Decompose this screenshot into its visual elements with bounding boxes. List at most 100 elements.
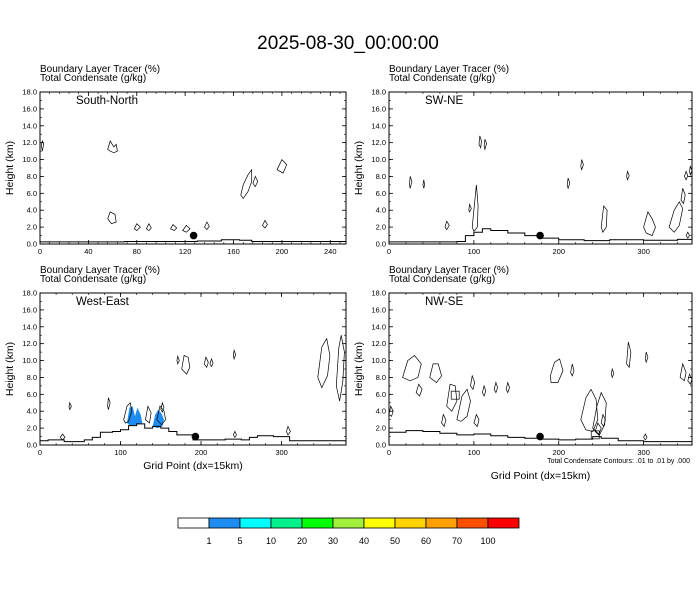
panel-frame: [388, 91, 693, 245]
y-tick-label: 10.0: [371, 356, 386, 365]
panel-title-tracer: Boundary Layer Tracer (%): [40, 265, 160, 276]
x-axis-label: Grid Point (dx=15km): [491, 470, 591, 482]
colorbar-tick-label: 50: [390, 536, 400, 546]
condensate-contour-15: [286, 425, 291, 436]
panels: Boundary Layer Tracer (%)Total Condensat…: [4, 64, 693, 482]
tracer-fill-0: [127, 406, 143, 426]
panel-2: Boundary Layer Tracer (%)Total Condensat…: [4, 265, 347, 472]
condensate-contour-13: [684, 170, 689, 181]
y-tick-label: 2.0: [27, 223, 37, 232]
condensate-contour-14: [592, 391, 607, 436]
panel-label: South-North: [76, 95, 138, 107]
condensate-contour-4: [471, 184, 479, 232]
panel-plot-area: [389, 341, 692, 443]
condensate-contour-11: [262, 219, 268, 229]
y-tick-label: 8.0: [27, 373, 37, 382]
panel-label: NW-SE: [425, 296, 463, 308]
y-tick-label: 10.0: [22, 155, 37, 164]
x-tick-label: 200: [552, 247, 565, 256]
condensate-contour-12: [570, 363, 575, 377]
panel-title-condensate: Total Condensate (g/kg): [40, 274, 146, 285]
condensate-contour-9: [441, 413, 447, 428]
x-tick-label: 80: [133, 247, 141, 256]
condensate-contour-7: [204, 221, 210, 231]
condensate-contour-6: [468, 202, 472, 213]
condensate-contour-1: [429, 363, 442, 383]
colorbar-tick-label: 1: [206, 536, 211, 546]
y-tick-label: 16.0: [22, 104, 37, 113]
condensate-contour-4: [456, 388, 471, 422]
y-tick-label: 4.0: [27, 206, 37, 215]
condensate-contour-16: [600, 413, 606, 428]
panel-plot-area: [40, 335, 346, 443]
panel-title-tracer: Boundary Layer Tracer (%): [40, 64, 160, 75]
condensate-contour-6: [182, 224, 191, 233]
x-tick-label: 0: [387, 247, 391, 256]
y-tick-label: 12.0: [22, 339, 37, 348]
colorbar-swatch-2: [239, 517, 272, 529]
x-tick-label: 0: [387, 448, 391, 457]
y-tick-label: 16.0: [371, 305, 386, 314]
condensate-contour-7: [493, 381, 498, 394]
condensate-contour-21: [687, 373, 692, 385]
condensate-contour-8: [580, 159, 584, 171]
condensate-contour-2: [123, 402, 133, 424]
condensate-contour-11: [668, 201, 684, 233]
condensate-contour-0: [409, 176, 413, 189]
condensate-contour-2: [415, 383, 423, 397]
x-tick-label: 40: [84, 247, 92, 256]
x-tick-label: 160: [227, 247, 240, 256]
condensate-contour-2: [107, 211, 117, 225]
y-tick-label: 12.0: [371, 138, 386, 147]
condensate-contour-10: [643, 211, 656, 237]
x-tick-label: 200: [552, 448, 565, 457]
condensate-contour-5: [444, 220, 450, 231]
contour-footnote: Total Condensate Contours: .01 to .01 by…: [547, 458, 690, 465]
y-tick-label: 0.0: [376, 240, 386, 249]
panel-plot-area: [389, 135, 692, 243]
x-tick-label: 200: [195, 448, 208, 457]
y-tick-label: 6.0: [376, 390, 386, 399]
condensate-contour-9: [252, 175, 259, 188]
x-axis-label: Grid Point (dx=15km): [143, 460, 243, 472]
y-tick-label: 6.0: [27, 390, 37, 399]
condensate-contour-10: [335, 335, 345, 402]
panel-title-condensate: Total Condensate (g/kg): [40, 73, 146, 84]
colorbar-swatch-9: [456, 517, 489, 529]
colorbar-swatch-6: [363, 517, 396, 529]
condensate-contour-3: [145, 405, 152, 424]
colorbar-tick-label: 40: [359, 536, 369, 546]
x-tick-label: 100: [114, 448, 127, 457]
y-tick-label: 6.0: [376, 189, 386, 198]
colorbar-swatch-4: [301, 517, 334, 529]
location-marker: [191, 432, 200, 441]
y-tick-label: 16.0: [371, 104, 386, 113]
y-axis-label: Height (km): [353, 141, 365, 195]
y-tick-label: 0.0: [27, 441, 37, 450]
condensate-contour-6: [203, 356, 209, 369]
condensate-contour-12: [160, 401, 165, 413]
x-tick-label: 100: [468, 448, 481, 457]
condensate-contour-3: [133, 223, 141, 231]
colorbar-swatch-5: [332, 517, 365, 529]
condensate-contour-15: [594, 422, 602, 436]
condensate-contour-1: [107, 140, 118, 154]
condensate-contour-11: [549, 358, 564, 383]
y-tick-label: 14.0: [22, 121, 37, 130]
x-tick-label: 200: [276, 247, 289, 256]
colorbar-swatch-8: [425, 517, 458, 529]
y-tick-label: 18.0: [22, 88, 37, 97]
colorbar-swatch-0: [177, 517, 210, 529]
condensate-contour-1: [107, 397, 111, 410]
condensate-contour-15: [626, 170, 630, 181]
condensate-contour-19: [644, 351, 649, 364]
terrain-line: [40, 423, 346, 443]
condensate-contour-5: [470, 374, 476, 391]
terrain-line: [389, 430, 692, 443]
condensate-contour-8: [176, 354, 180, 365]
y-tick-label: 2.0: [27, 424, 37, 433]
condensate-contour-7: [566, 177, 571, 190]
condensate-contour-0: [402, 355, 422, 382]
condensate-contour-18: [626, 341, 632, 369]
